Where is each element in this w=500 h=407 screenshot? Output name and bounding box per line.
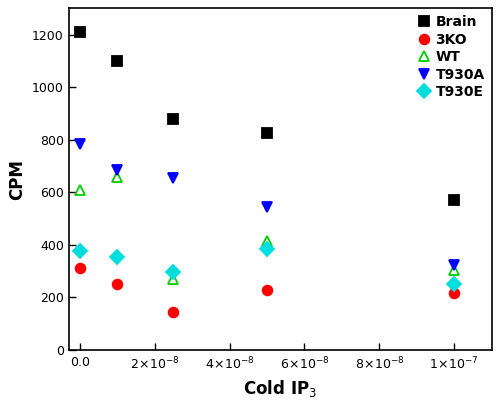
Line: 3KO: 3KO [75, 264, 459, 317]
T930A [170, 175, 176, 180]
Line: WT: WT [75, 172, 459, 284]
X-axis label: Cold IP$_3$: Cold IP$_3$ [243, 378, 317, 399]
T930E [77, 249, 83, 254]
T930A [77, 141, 83, 146]
Line: Brain: Brain [75, 27, 459, 205]
Brain [264, 131, 270, 136]
3KO [451, 291, 457, 296]
WT [264, 239, 270, 243]
T930A [264, 204, 270, 209]
3KO [264, 287, 270, 292]
WT [114, 174, 120, 179]
T930E [114, 254, 120, 259]
WT [451, 267, 457, 272]
Brain [114, 59, 120, 63]
Line: T930E: T930E [75, 244, 459, 289]
Brain [451, 198, 457, 203]
Brain [77, 30, 83, 35]
T930A [114, 168, 120, 173]
T930E [264, 246, 270, 251]
Y-axis label: CPM: CPM [8, 159, 26, 199]
WT [170, 277, 176, 282]
3KO [77, 266, 83, 271]
Legend: Brain, 3KO, WT, T930A, T930E: Brain, 3KO, WT, T930A, T930E [418, 13, 488, 102]
Line: T930A: T930A [75, 139, 459, 269]
Brain [170, 116, 176, 121]
T930E [451, 282, 457, 287]
T930A [451, 262, 457, 267]
WT [77, 187, 83, 192]
3KO [170, 309, 176, 314]
T930E [170, 270, 176, 275]
3KO [114, 282, 120, 287]
